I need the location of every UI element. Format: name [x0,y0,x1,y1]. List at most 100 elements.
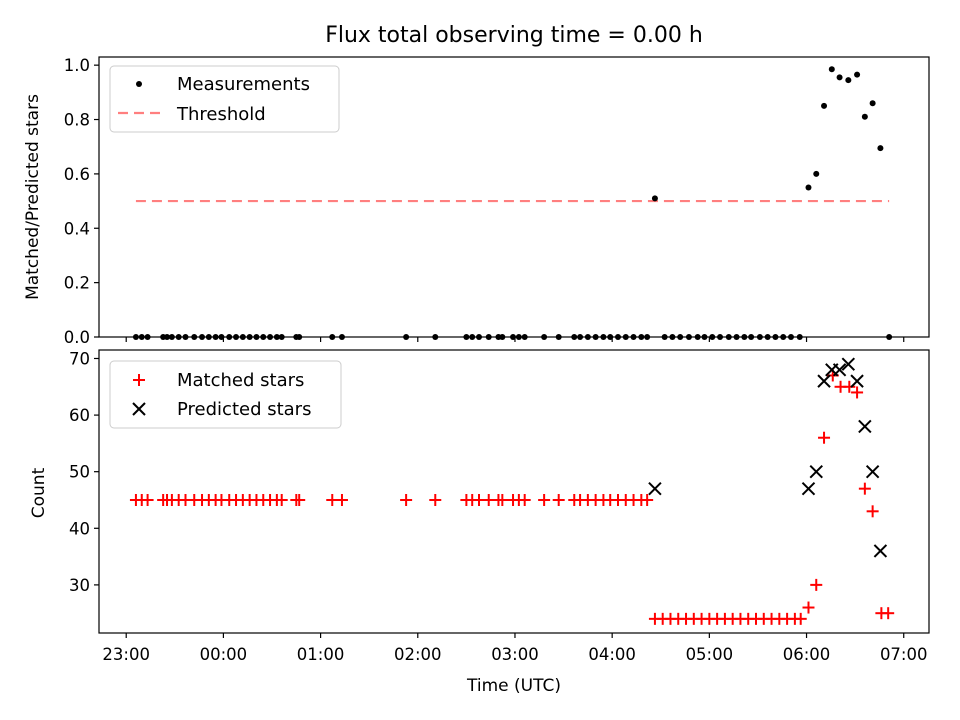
measurement-point [267,334,274,340]
top-y-ticks: 0.0 0.2 0.4 0.6 0.8 1.0 [64,56,99,347]
x-tick-label: 06:00 [783,645,831,664]
legend-matched-marker [133,374,145,386]
x-tick-label: 23:00 [102,645,150,664]
matched-point [794,612,807,625]
top-y-tick-label: 0.4 [64,219,90,238]
x-tick-label: 07:00 [880,645,928,664]
measurement-point [861,113,868,120]
matched-point [552,493,565,506]
measurement-point [499,334,506,340]
matched-point [429,493,442,506]
top-measurement-points [132,66,893,340]
legend-threshold-label: Threshold [176,104,266,125]
top-y-axis-label: Matched/Predicted stars [23,94,43,300]
measurement-point [239,334,246,340]
figure-title: Flux total observing time = 0.00 h [325,23,703,48]
measurement-point [756,334,763,340]
measurement-point [772,334,779,340]
measurement-point [584,334,591,340]
x-tick-label: 05:00 [686,645,734,664]
bottom-y-ticks: 30 40 50 60 70 [69,349,99,595]
predicted-point [809,464,823,479]
measurement-point [661,334,668,340]
measurement-point [780,334,787,340]
measurement-point [205,334,212,340]
measurement-point [845,77,852,84]
measurement-point [828,66,835,73]
matched-point [843,380,856,393]
predicted-point [865,464,880,479]
bottom-y-tick-label: 60 [69,406,90,425]
matched-point [866,505,879,518]
measurement-point [877,145,884,152]
measurement-point [813,170,820,177]
top-y-tick-label: 0.0 [64,328,90,347]
measurement-point [338,334,345,340]
x-tick-label: 03:00 [491,645,539,664]
legend-plus [133,374,145,386]
top-y-tick-label: 0.8 [64,111,90,130]
measurement-point [476,334,483,340]
bottom-legend-box [109,360,342,429]
legend-measurements-label: Measurements [177,74,310,95]
measurement-point [403,334,410,340]
measurement-point [787,334,794,340]
measurement-point [278,334,285,340]
measurement-point [199,334,206,340]
measurement-point [701,334,708,340]
measurement-point [592,334,599,340]
top-y-tick-label: 1.0 [64,56,90,75]
measurement-point [717,334,724,340]
top-panel: 0.0 0.2 0.4 0.6 0.8 1.0 Matched/Predicted sta… [23,56,930,347]
measurement-point [515,334,522,340]
bottom-y-tick-label: 30 [69,576,90,595]
measurement-point [541,334,548,340]
measurement-point [212,334,219,340]
measurement-point [510,334,517,340]
matched-point [518,493,531,506]
top-y-tick-label: 0.2 [64,274,90,293]
top-y-tick-label: 0.6 [64,165,90,184]
measurement-point [521,334,528,340]
measurement-point [218,334,225,340]
measurement-point [132,334,139,340]
predicted-point [850,374,864,388]
measurement-point [485,334,492,340]
predicted-point [648,481,662,496]
matched-point [882,607,895,620]
matched-point [851,386,864,399]
measurement-point [260,334,267,340]
bottom-y-tick-label: 70 [69,349,90,368]
measurement-point [622,334,629,340]
measurement-point [821,102,828,109]
matched-point [641,493,654,506]
measurement-point [233,334,240,340]
measurement-point [869,100,876,107]
measurement-point [253,334,260,340]
matched-point [802,601,815,614]
matched-point [275,493,288,506]
measurement-point [685,334,692,340]
measurement-point [854,71,861,78]
measurement-point [709,334,716,340]
matched-point [858,482,871,495]
measurement-point [836,74,843,81]
legend-matched-label: Matched stars [177,370,304,391]
matched-point [335,493,348,506]
bottom-legend: Matched stars Predicted stars [109,360,342,429]
predicted-point [841,357,856,371]
measurement-point [164,334,171,340]
x-axis-label: Time (UTC) [466,676,561,696]
measurement-point [168,334,175,340]
measurement-point [669,334,676,340]
measurement-point [764,334,771,340]
legend-measurements-marker [136,81,142,87]
bottom-x-ticks: 23:00 00:00 01:00 02:00 03:00 04:00 05:00 06:00… [102,633,928,664]
measurement-point [694,334,701,340]
predicted-point [801,481,816,496]
matched-point [496,493,509,506]
measurement-point [607,334,614,340]
x-tick-label: 00:00 [200,645,248,664]
measurement-point [138,334,145,340]
top-legend-box [109,65,340,133]
